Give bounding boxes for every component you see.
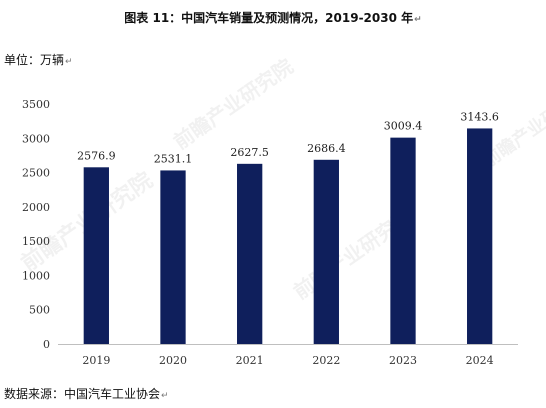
- y-tick-label: 3000: [22, 132, 50, 145]
- y-tick-label: 1500: [22, 235, 50, 248]
- y-tick-label: 1000: [22, 269, 50, 282]
- unit-label: 单位：万辆↵: [4, 51, 73, 68]
- data-labels-group: 2576.9 2531.1 2627.5 2686.4 3009.4 3143.6: [77, 110, 499, 165]
- bar-2021: [237, 163, 263, 344]
- bar-2020: [160, 170, 186, 344]
- figure-title-text: 图表 11：中国汽车销量及预测情况，2019-2030 年: [124, 11, 414, 25]
- return-mark-icon: ↵: [65, 57, 73, 67]
- data-label-2024: 3143.6: [460, 110, 499, 123]
- bar-2019: [83, 167, 109, 344]
- bar-2022: [313, 159, 339, 344]
- y-tick-label: 2500: [22, 167, 50, 180]
- y-tick-label: 500: [29, 304, 50, 317]
- unit-label-text: 单位：万辆: [4, 53, 65, 67]
- data-label-2023: 3009.4: [384, 120, 423, 133]
- data-label-2020: 2531.1: [154, 152, 193, 165]
- x-tick-label-2024: 2024: [466, 354, 494, 367]
- source-note: 数据来源：中国汽车工业协会↵: [4, 385, 169, 402]
- bar-2024: [467, 128, 493, 344]
- data-label-2022: 2686.4: [307, 142, 346, 155]
- data-label-2021: 2627.5: [230, 146, 269, 159]
- y-axis: 0 500 1000 1500 2000 2500 3000 3500: [22, 98, 50, 351]
- y-tick-label: 2000: [22, 201, 50, 214]
- x-axis: 2019 2020 2021 2022 2023 2024: [82, 354, 493, 367]
- watermark-text: 前瞻产业研究院: [169, 54, 297, 154]
- x-tick-label-2021: 2021: [236, 354, 264, 367]
- y-tick-label: 3500: [22, 98, 50, 111]
- x-tick-label-2019: 2019: [82, 354, 110, 367]
- source-note-text: 数据来源：中国汽车工业协会: [4, 387, 161, 401]
- data-label-2019: 2576.9: [77, 149, 116, 162]
- return-mark-icon: ↵: [161, 391, 169, 401]
- bar-2023: [390, 137, 416, 344]
- x-tick-label-2020: 2020: [159, 354, 187, 367]
- x-tick-label-2023: 2023: [389, 354, 417, 367]
- figure-title: 图表 11：中国汽车销量及预测情况，2019-2030 年↵: [0, 9, 546, 26]
- bars-group: [83, 128, 493, 344]
- return-mark-icon: ↵: [414, 15, 422, 25]
- y-tick-label: 0: [43, 338, 50, 351]
- x-tick-label-2022: 2022: [312, 354, 340, 367]
